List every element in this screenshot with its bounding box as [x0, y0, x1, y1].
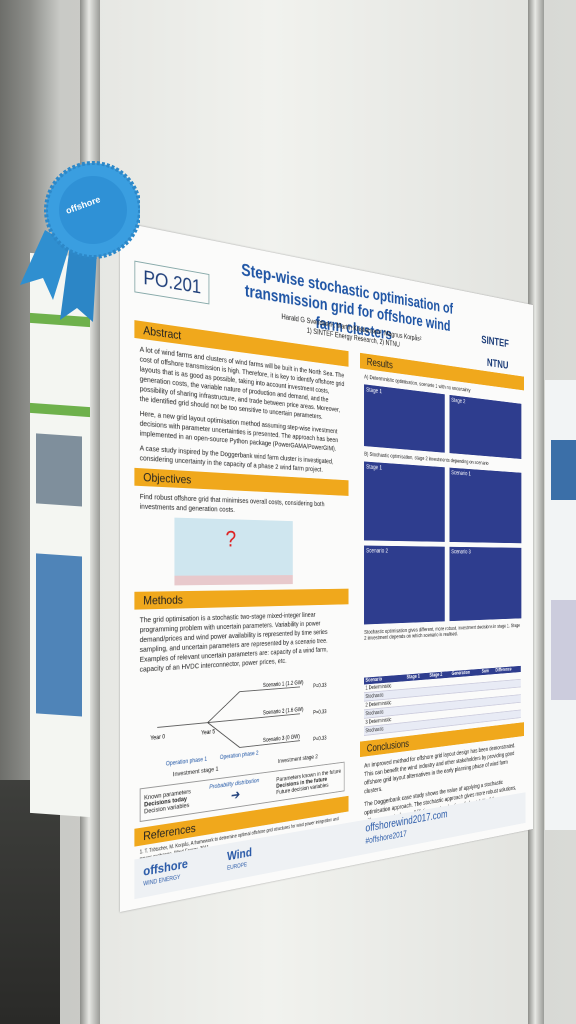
probability: P=0.33 [313, 736, 327, 743]
panel-label: Scenario 3 [451, 549, 470, 555]
photo [36, 433, 82, 506]
methods: The grid optimisation is a stochastic tw… [134, 604, 348, 823]
stage: Investment stage 1 [173, 766, 218, 778]
poster-number: PO.201 [134, 261, 209, 305]
concept-middle: Probability distribution ➔ [209, 777, 259, 806]
logo: Wind [227, 845, 252, 863]
paragraph: The grid optimisation is a stochastic tw… [140, 610, 345, 675]
caption: Stochastic optimisation gives different,… [364, 623, 521, 642]
panel-label: Stage 1 [366, 464, 382, 471]
logo: SINTEF [481, 333, 509, 350]
logo: EUROPE [227, 862, 247, 871]
logo: offshore [143, 856, 188, 879]
phase: Operation phase 1 [166, 757, 207, 768]
map-panel: Scenario 2 [364, 546, 445, 625]
objectives-figure: ? [174, 518, 292, 586]
band [30, 403, 90, 417]
scenario: Scenario 1 (1.2 GW) [263, 680, 304, 689]
question-mark: ? [225, 527, 236, 553]
year: Year 5 [201, 729, 215, 736]
results: A) Deterministic optimisation, scenario … [360, 368, 524, 678]
panel-label: Scenario 1 [451, 470, 470, 477]
concept-left: Known parameters Decisions today Decisio… [144, 788, 191, 815]
probability: P=0.33 [313, 709, 327, 716]
panel-label: Scenario 2 [366, 548, 388, 554]
map-panel: Stage 2 [450, 395, 522, 459]
map-panel: Scenario 1 [450, 468, 522, 544]
neighbour-poster [30, 253, 90, 817]
logo: NTNU [487, 356, 508, 372]
floor [0, 780, 60, 1024]
year: Year 0 [150, 734, 165, 742]
tree-lines [157, 687, 300, 757]
photo [36, 553, 82, 716]
paragraph: Find robust offshore grid that minimises… [140, 492, 345, 518]
poster: PO.201 Step-wise stochastic optimisation… [120, 222, 533, 912]
right-column: Results A) Deterministic optimisation, s… [360, 353, 524, 845]
map-panel: Stage 1 [364, 462, 445, 542]
left-column: Abstract A lot of wind farms and cluster… [134, 320, 348, 889]
rosette [15, 160, 140, 330]
panel-label: Stage 2 [451, 398, 465, 405]
map-panel: Scenario 3 [450, 547, 522, 621]
objectives: Find robust offshore grid that minimises… [134, 486, 348, 592]
probability: P=0.33 [313, 683, 327, 690]
map-panel: Stage 1 [364, 384, 445, 452]
photo [551, 600, 576, 700]
phase: Operation phase 2 [220, 751, 259, 761]
concept-right: Parameters known in the future Decisions… [276, 768, 341, 796]
neighbour-poster [545, 380, 576, 830]
photo [551, 440, 576, 500]
panel-label: Stage 1 [366, 387, 382, 395]
stage: Investment stage 2 [278, 754, 318, 765]
